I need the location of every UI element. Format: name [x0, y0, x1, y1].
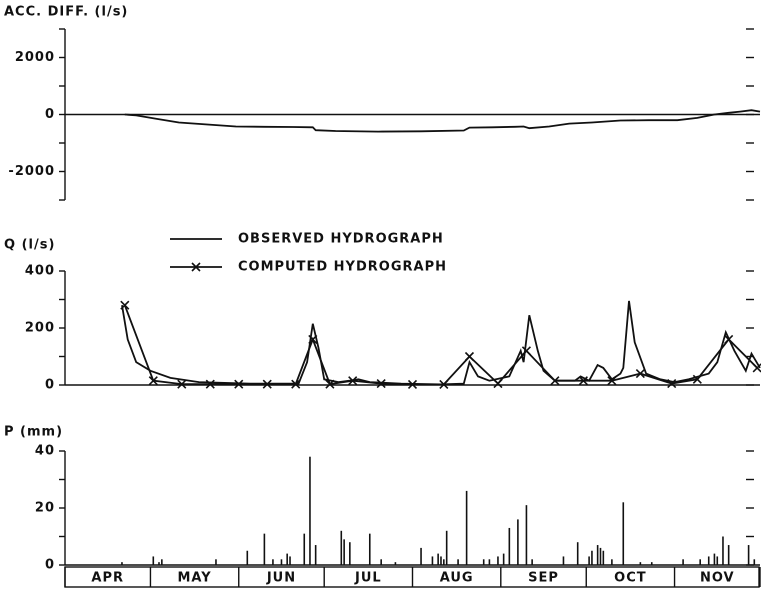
point-marker	[120, 300, 130, 310]
series-line	[124, 109, 761, 133]
point-marker	[607, 376, 617, 386]
point-marker	[291, 379, 301, 389]
point-marker	[348, 376, 358, 386]
y-tick-label: 0	[45, 558, 55, 573]
point-marker	[493, 379, 503, 389]
x-tick-label: SEP	[528, 571, 559, 586]
x-tick-label: NOV	[700, 571, 735, 586]
legend-label: COMPUTED HYDROGRAPH	[238, 260, 447, 275]
point-marker	[464, 351, 475, 362]
x-tick-label: AUG	[440, 571, 474, 586]
x-tick-label: JUN	[266, 571, 296, 586]
series-line	[121, 300, 761, 386]
y-tick-label: 0	[45, 107, 55, 122]
x-tick-label: APR	[91, 571, 124, 586]
point-marker	[325, 379, 335, 389]
point-marker	[262, 379, 272, 389]
y-tick-label: -2000	[8, 164, 55, 179]
legend-label: OBSERVED HYDROGRAPH	[238, 232, 444, 247]
x-tick-label: MAY	[178, 571, 212, 586]
point-marker	[148, 376, 158, 386]
point-marker	[724, 334, 734, 344]
series-line	[123, 304, 758, 386]
y-tick-label: 0	[45, 378, 55, 393]
y-tick-label: 400	[25, 264, 55, 279]
y-axis-label: P (mm)	[4, 425, 63, 440]
point-marker	[550, 376, 560, 386]
point-marker	[521, 346, 531, 356]
y-tick-label: 200	[25, 321, 55, 336]
point-marker	[177, 379, 187, 389]
point-marker	[692, 374, 702, 384]
point-marker	[205, 379, 215, 389]
x-tick-label: JUL	[354, 571, 382, 586]
legend-marker	[191, 262, 201, 272]
y-tick-label: 20	[35, 501, 55, 516]
point-marker	[234, 379, 244, 389]
y-axis-label: Q (l/s)	[4, 238, 55, 253]
point-marker	[578, 376, 588, 386]
point-marker	[439, 379, 449, 389]
point-marker	[407, 379, 418, 389]
point-marker	[667, 379, 677, 389]
point-marker	[376, 379, 386, 389]
y-tick-label: 2000	[15, 50, 55, 65]
x-tick-label: OCT	[614, 571, 646, 586]
point-marker	[752, 363, 761, 373]
point-marker	[308, 334, 318, 344]
y-tick-label: 40	[35, 444, 55, 459]
y-axis-label: ACC. DIFF. (l/s)	[4, 5, 128, 20]
point-marker	[635, 369, 645, 379]
